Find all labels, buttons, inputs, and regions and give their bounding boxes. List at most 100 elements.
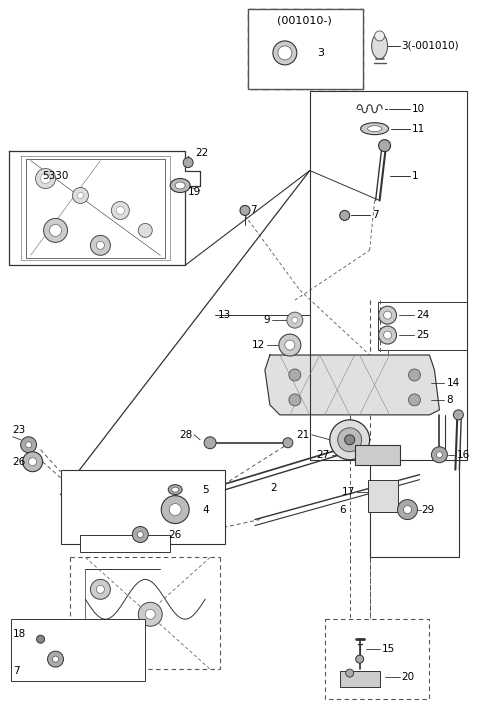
Circle shape: [384, 331, 392, 339]
Circle shape: [96, 241, 104, 249]
Circle shape: [330, 419, 370, 459]
Circle shape: [111, 201, 129, 220]
Circle shape: [279, 334, 301, 356]
Circle shape: [138, 602, 162, 626]
Text: 27: 27: [316, 450, 330, 459]
Ellipse shape: [368, 126, 382, 132]
Circle shape: [397, 499, 418, 520]
Circle shape: [41, 174, 50, 183]
Circle shape: [454, 410, 463, 419]
Text: 28: 28: [179, 430, 192, 440]
Text: 19: 19: [188, 188, 202, 198]
Bar: [81, 534, 170, 553]
Circle shape: [346, 669, 354, 677]
Circle shape: [273, 41, 297, 65]
Circle shape: [292, 317, 298, 323]
Text: 11: 11: [411, 124, 425, 134]
Circle shape: [90, 236, 110, 255]
Circle shape: [48, 651, 63, 667]
Circle shape: [340, 210, 350, 220]
Text: 5330: 5330: [43, 171, 69, 180]
Text: 23: 23: [12, 425, 26, 435]
Text: 7: 7: [250, 206, 257, 215]
Circle shape: [52, 656, 59, 662]
FancyBboxPatch shape: [325, 619, 430, 699]
FancyBboxPatch shape: [248, 9, 363, 89]
Text: 21: 21: [297, 430, 310, 440]
Text: 18: 18: [12, 629, 26, 639]
Circle shape: [374, 31, 384, 41]
Ellipse shape: [170, 179, 190, 193]
Circle shape: [169, 504, 181, 515]
Circle shape: [408, 394, 420, 406]
Ellipse shape: [172, 487, 179, 492]
Circle shape: [116, 206, 124, 214]
Text: 24: 24: [417, 310, 430, 320]
Circle shape: [36, 169, 56, 188]
Text: 17: 17: [341, 486, 355, 497]
Circle shape: [432, 447, 447, 462]
Circle shape: [145, 609, 155, 619]
Text: (001010-): (001010-): [277, 16, 332, 26]
Circle shape: [379, 306, 396, 324]
Text: 3(-001010): 3(-001010): [402, 41, 459, 51]
Circle shape: [137, 531, 144, 537]
Text: 6: 6: [340, 505, 347, 515]
Circle shape: [36, 635, 45, 643]
Circle shape: [72, 188, 88, 204]
Text: 15: 15: [382, 644, 395, 654]
Text: 26: 26: [168, 529, 181, 539]
Circle shape: [132, 526, 148, 542]
Circle shape: [111, 630, 129, 648]
Circle shape: [379, 326, 396, 344]
Text: 7: 7: [372, 210, 378, 220]
Circle shape: [436, 451, 443, 458]
Circle shape: [138, 223, 152, 238]
Text: 10: 10: [411, 104, 425, 113]
Ellipse shape: [372, 33, 387, 59]
Text: 12: 12: [252, 340, 265, 350]
Text: 9: 9: [264, 315, 270, 325]
Ellipse shape: [168, 485, 182, 494]
Circle shape: [289, 369, 301, 381]
Circle shape: [408, 369, 420, 381]
Bar: [11, 619, 145, 681]
Text: 7: 7: [12, 666, 19, 676]
Text: 2: 2: [270, 483, 276, 493]
Bar: [60, 470, 225, 545]
Circle shape: [287, 312, 303, 328]
Circle shape: [77, 193, 84, 198]
Text: 13: 13: [218, 310, 231, 320]
Circle shape: [44, 218, 68, 242]
Circle shape: [338, 427, 361, 451]
Text: 22: 22: [195, 148, 208, 158]
Circle shape: [29, 458, 36, 466]
Circle shape: [356, 655, 364, 663]
Circle shape: [96, 585, 104, 593]
Circle shape: [21, 437, 36, 453]
Bar: [355, 445, 399, 465]
Text: 8: 8: [446, 395, 453, 405]
Text: 26: 26: [12, 457, 26, 467]
Text: 4: 4: [202, 505, 209, 515]
Circle shape: [283, 438, 293, 448]
Ellipse shape: [360, 123, 389, 134]
Text: 3: 3: [317, 48, 324, 58]
Circle shape: [90, 579, 110, 599]
Text: 25: 25: [417, 330, 430, 340]
Circle shape: [240, 206, 250, 215]
Circle shape: [384, 311, 392, 319]
Text: 29: 29: [421, 505, 435, 515]
Text: 20: 20: [402, 672, 415, 682]
Bar: [340, 671, 380, 687]
Circle shape: [204, 437, 216, 449]
Circle shape: [379, 140, 391, 152]
Circle shape: [404, 505, 411, 513]
Polygon shape: [265, 355, 439, 415]
Circle shape: [183, 158, 193, 167]
Text: 1: 1: [411, 171, 418, 180]
Circle shape: [289, 394, 301, 406]
Circle shape: [345, 435, 355, 445]
Ellipse shape: [175, 182, 185, 189]
Bar: [248, 9, 363, 89]
